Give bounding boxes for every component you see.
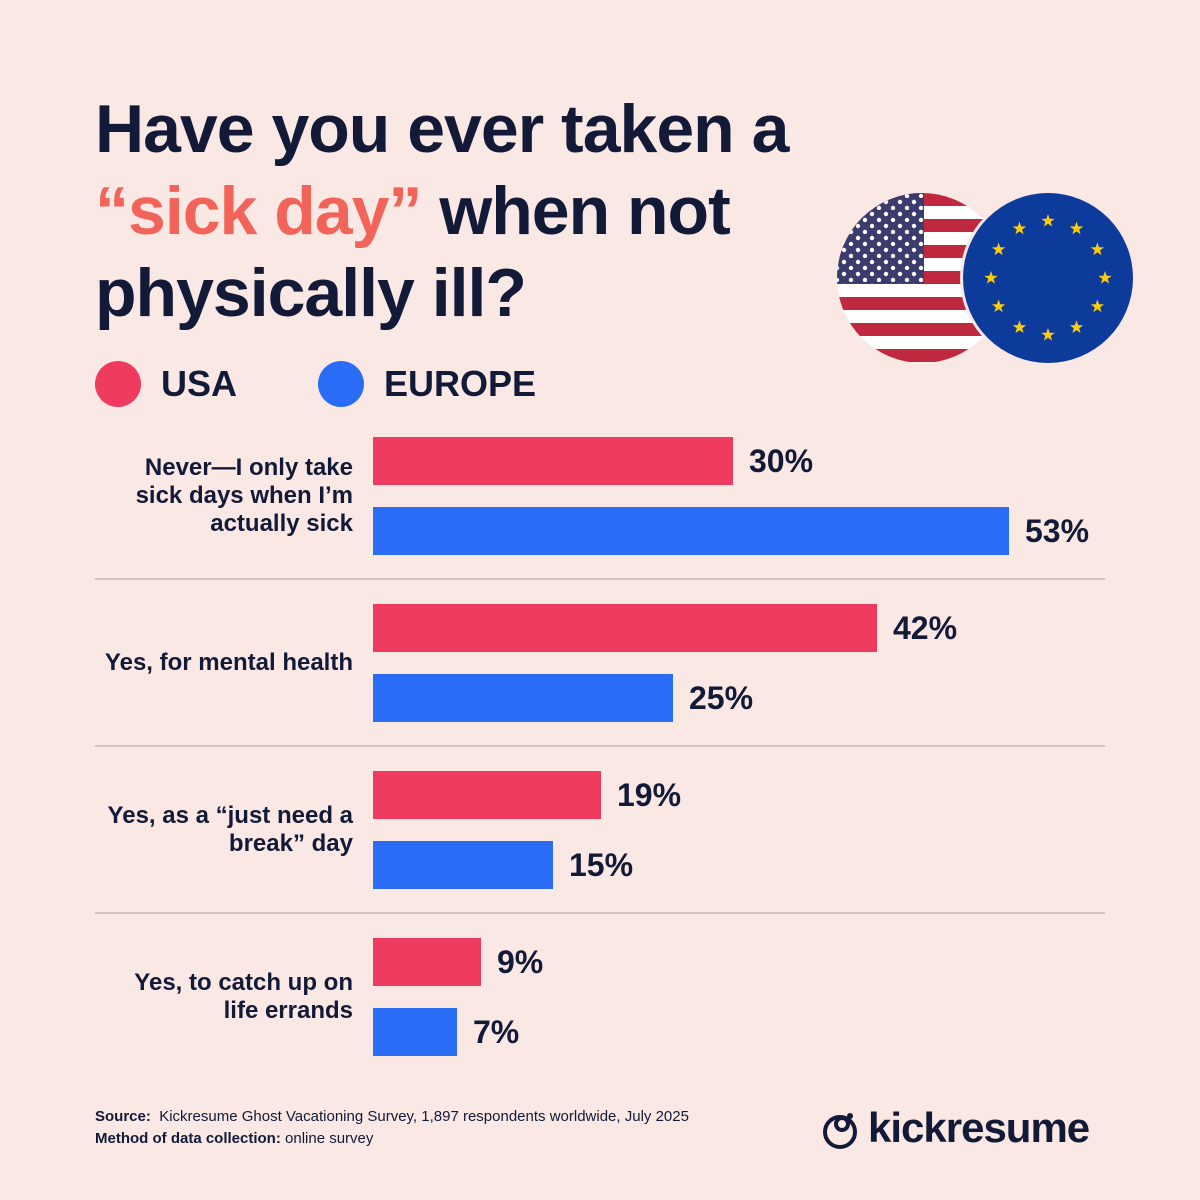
value-label: 19%: [617, 777, 682, 813]
value-label: 30%: [749, 443, 814, 479]
method-line: Method of data collection: online survey: [95, 1128, 373, 1150]
separator: [95, 745, 1105, 747]
title-highlight: “sick day”: [95, 173, 422, 249]
value-label: 15%: [569, 847, 634, 883]
legend-label: EUROPE: [384, 363, 537, 404]
title-text: physically ill?: [95, 255, 527, 331]
value-label: 7%: [473, 1014, 520, 1050]
value-label: 53%: [1025, 513, 1090, 549]
bar: [373, 841, 553, 889]
bar: [373, 604, 877, 652]
bar: [373, 771, 601, 819]
flags: [837, 190, 1136, 366]
brand-icon: [823, 1113, 857, 1149]
bar: [373, 674, 673, 722]
category-label: Yes, as a “just need a break” day: [107, 802, 353, 857]
source-line: Source: Kickresume Ghost Vacationing Sur…: [95, 1106, 689, 1128]
legend-marker: [95, 361, 141, 407]
legend-label: USA: [161, 363, 238, 404]
title-text: when not: [439, 173, 730, 249]
category-label: Yes, for mental health: [104, 649, 353, 676]
source: Kickresume Ghost Vacationing Survey, 1,8…: [159, 1108, 689, 1125]
brand: kickresume: [868, 1104, 1090, 1151]
category-label: Yes, to catch up on life errands: [134, 969, 353, 1024]
bar: [373, 1008, 457, 1056]
legend-marker: [318, 361, 364, 407]
bar: [373, 507, 1009, 555]
value-label: 42%: [893, 610, 958, 646]
chart-title: Have you ever taken a “sick day” when not…: [95, 88, 789, 334]
value-label: 25%: [689, 680, 754, 716]
category-label: Never—I only take sick days when I’m act…: [135, 454, 353, 537]
source-label: Source:: [95, 1108, 151, 1125]
separator: [95, 578, 1105, 580]
bar: [373, 437, 733, 485]
title-text: Have you ever taken a: [95, 91, 789, 167]
separator: [95, 912, 1105, 914]
eu-flag: [963, 193, 1133, 363]
bar: [373, 938, 481, 986]
value-label: 9%: [497, 944, 544, 980]
method-label: Method of data collection:: [95, 1130, 281, 1147]
method: online survey: [285, 1130, 374, 1147]
